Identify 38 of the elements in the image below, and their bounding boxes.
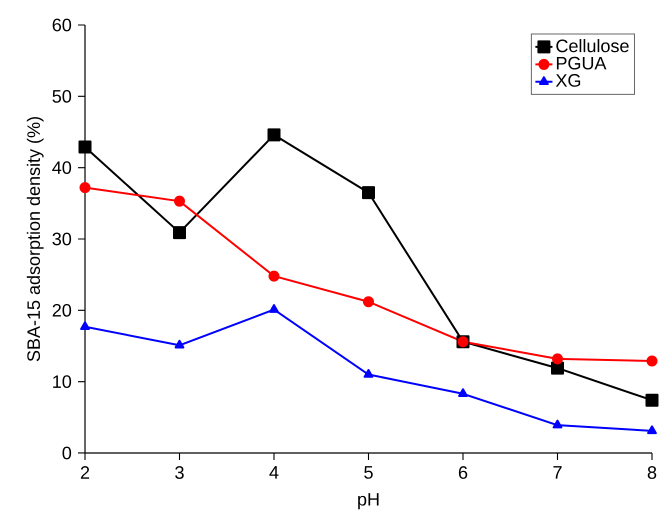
point [364,369,374,378]
y-axis-title: SBA-15 adsorption density (%) [26,117,44,362]
legend-label: XG [556,74,580,87]
x-tick-label: 4 [269,466,278,479]
y-tick-label: 60 [52,18,72,32]
point [80,182,91,194]
point [269,304,279,313]
point [78,140,92,154]
point [646,355,658,366]
y-tick-label: 20 [52,304,72,317]
point [173,226,186,240]
x-tick-label: 5 [364,466,373,479]
point [647,425,657,434]
point [268,128,281,142]
point [268,270,280,282]
point [363,296,374,308]
y-tick-label: 50 [52,90,72,103]
point [550,362,564,375]
point [362,186,375,200]
legend-label: PGUA [556,56,606,70]
point [458,388,468,398]
point [552,353,563,364]
x-tick-label: 3 [175,466,184,479]
x-tick-label: 6 [458,466,468,479]
x-axis-title: pH [358,493,379,510]
y-tick-label: 10 [53,375,72,388]
point [80,321,90,330]
point [174,196,186,207]
point [552,420,562,428]
x-tick-label: 8 [648,466,656,479]
x-tick-label: 2 [80,466,90,479]
point [645,394,658,407]
point [174,340,184,349]
legend-label: Cellulose [556,39,629,52]
y-tick-label: 40 [52,161,72,174]
x-tick-label: 7 [553,466,562,479]
y-tick-label: 30 [52,232,72,246]
y-tick-label: 0 [62,446,72,460]
